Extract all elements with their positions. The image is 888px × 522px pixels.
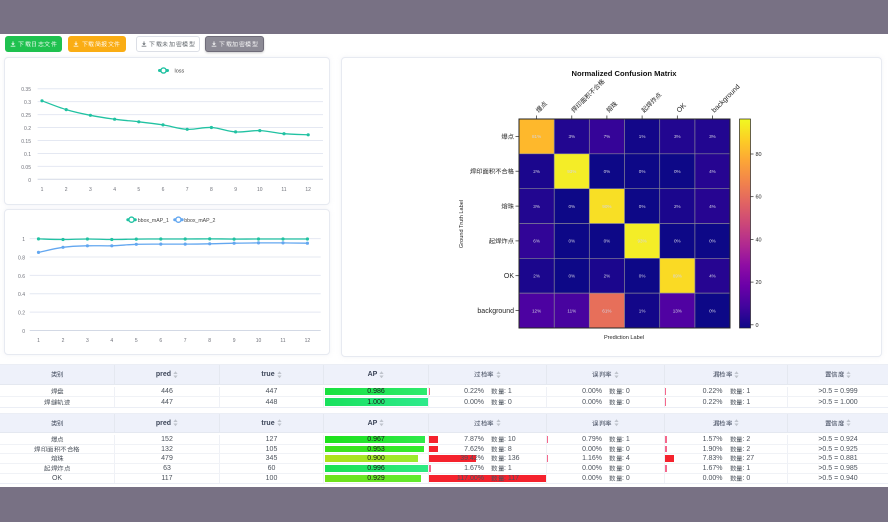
svg-text:0%: 0% — [568, 204, 575, 209]
svg-text:0%: 0% — [604, 239, 611, 244]
svg-text:1%: 1% — [639, 134, 646, 139]
svg-text:0.8: 0.8 — [18, 256, 25, 262]
svg-text:0%: 0% — [709, 308, 716, 313]
svg-text:12: 12 — [305, 187, 311, 193]
svg-text:0%: 0% — [639, 274, 646, 279]
svg-text:0.4: 0.4 — [18, 292, 25, 298]
svg-text:1: 1 — [41, 187, 44, 193]
svg-text:3: 3 — [89, 187, 92, 193]
svg-text:0%: 0% — [674, 169, 681, 174]
svg-text:2%: 2% — [533, 169, 540, 174]
svg-text:Ground Truth Label: Ground Truth Label — [459, 200, 465, 248]
svg-text:0.35: 0.35 — [21, 87, 31, 93]
svg-text:89%: 89% — [673, 274, 682, 279]
svg-text:0%: 0% — [639, 169, 646, 174]
svg-text:0%: 0% — [568, 239, 575, 244]
svg-text:1%: 1% — [639, 308, 646, 313]
svg-text:bbox_mAP_1: bbox_mAP_1 — [138, 218, 169, 224]
svg-text:81%: 81% — [532, 134, 541, 139]
svg-text:80: 80 — [756, 152, 762, 158]
svg-text:10: 10 — [257, 187, 263, 193]
svg-text:1: 1 — [37, 338, 40, 344]
svg-text:6%: 6% — [533, 239, 540, 244]
svg-text:7: 7 — [184, 338, 187, 344]
svg-text:90%: 90% — [602, 204, 611, 209]
svg-text:3%: 3% — [709, 134, 716, 139]
svg-text:0%: 0% — [674, 239, 681, 244]
svg-text:9: 9 — [234, 187, 237, 193]
svg-text:5: 5 — [137, 187, 140, 193]
svg-text:OK: OK — [676, 102, 688, 114]
svg-text:93%: 93% — [637, 239, 646, 244]
svg-text:40: 40 — [756, 237, 762, 243]
svg-text:2: 2 — [65, 187, 68, 193]
svg-text:4: 4 — [110, 338, 113, 344]
svg-text:loss: loss — [175, 69, 185, 75]
svg-text:9: 9 — [233, 338, 236, 344]
svg-text:1: 1 — [22, 237, 25, 243]
svg-text:0%: 0% — [604, 169, 611, 174]
svg-text:10: 10 — [256, 338, 262, 344]
svg-text:3%: 3% — [674, 134, 681, 139]
svg-text:0: 0 — [756, 323, 759, 329]
svg-text:0.1: 0.1 — [24, 152, 31, 158]
svg-text:0.2: 0.2 — [24, 126, 31, 132]
svg-text:0.25: 0.25 — [21, 113, 31, 119]
svg-text:2%: 2% — [533, 274, 540, 279]
svg-text:0: 0 — [28, 178, 31, 184]
svg-text:12: 12 — [305, 338, 311, 344]
svg-text:2%: 2% — [674, 204, 681, 209]
svg-text:2%: 2% — [604, 274, 611, 279]
svg-text:11%: 11% — [567, 308, 576, 313]
svg-text:93%: 93% — [567, 169, 576, 174]
svg-text:0%: 0% — [709, 239, 716, 244]
svg-text:11: 11 — [280, 338, 285, 344]
svg-text:6: 6 — [162, 187, 165, 193]
svg-text:8: 8 — [210, 187, 213, 193]
svg-text:4%: 4% — [709, 204, 716, 209]
svg-text:OK: OK — [504, 273, 514, 280]
svg-text:8: 8 — [208, 338, 211, 344]
svg-text:background: background — [477, 308, 514, 315]
svg-text:2: 2 — [62, 338, 65, 344]
svg-text:0.05: 0.05 — [21, 165, 31, 171]
svg-text:11: 11 — [281, 187, 286, 193]
svg-text:12%: 12% — [532, 308, 541, 313]
svg-text:5: 5 — [135, 338, 138, 344]
svg-text:0.3: 0.3 — [24, 100, 31, 106]
svg-text:4%: 4% — [709, 274, 716, 279]
svg-text:0.15: 0.15 — [21, 139, 31, 145]
svg-text:0.6: 0.6 — [18, 274, 25, 280]
svg-text:7: 7 — [186, 187, 189, 193]
svg-text:3%: 3% — [533, 204, 540, 209]
svg-text:4: 4 — [113, 187, 116, 193]
svg-text:Normalized Confusion Matrix: Normalized Confusion Matrix — [571, 69, 677, 78]
svg-text:20: 20 — [756, 280, 762, 286]
svg-text:4%: 4% — [709, 169, 716, 174]
svg-text:7%: 7% — [604, 134, 611, 139]
svg-text:6: 6 — [159, 338, 162, 344]
svg-text:Prediction Label: Prediction Label — [604, 335, 644, 341]
svg-text:60: 60 — [756, 195, 762, 201]
svg-text:0%: 0% — [568, 274, 575, 279]
svg-text:0: 0 — [22, 329, 25, 335]
svg-text:61%: 61% — [602, 308, 611, 313]
svg-text:0.2: 0.2 — [18, 311, 25, 317]
svg-text:3%: 3% — [568, 134, 575, 139]
svg-text:background: background — [711, 84, 742, 115]
svg-text:bbox_mAP_2: bbox_mAP_2 — [184, 218, 215, 224]
svg-text:13%: 13% — [673, 308, 682, 313]
svg-text:3: 3 — [86, 338, 89, 344]
svg-text:0%: 0% — [639, 204, 646, 209]
